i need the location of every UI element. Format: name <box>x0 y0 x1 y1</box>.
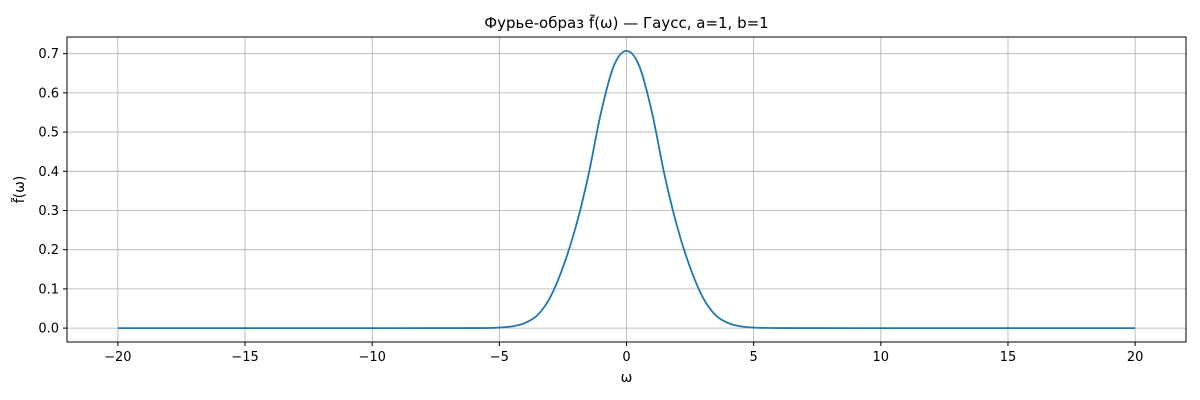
y-tick-label: 0.5 <box>38 126 59 141</box>
chart-title: Фурье-образ f̃(ω) — Гаусс, a=1, b=1 <box>484 13 768 32</box>
x-tick-label: −15 <box>231 350 258 365</box>
series-layer <box>117 49 1136 330</box>
x-tick-label: −10 <box>358 350 385 365</box>
y-tick-label: 0.4 <box>38 165 59 180</box>
x-tick-label: 20 <box>1127 350 1144 365</box>
y-axis-label: f̃(ω) <box>11 176 28 204</box>
y-tick-label: 0.3 <box>38 204 59 219</box>
y-axis: 0.0 0.1 0.2 0.3 0.4 0.5 0.6 0.7 <box>38 47 67 337</box>
x-axis-label: ω <box>621 370 633 386</box>
grid <box>67 37 1186 342</box>
x-tick-label: 10 <box>873 350 890 365</box>
x-tick-label: 15 <box>1000 350 1017 365</box>
x-tick-label: −5 <box>490 350 509 365</box>
x-tick-label: 0 <box>622 350 630 365</box>
y-tick-label: 0.1 <box>38 282 59 297</box>
y-tick-label: 0.7 <box>38 47 59 62</box>
y-tick-label: 0.6 <box>38 86 59 101</box>
series-line <box>117 49 1136 330</box>
x-axis: −20 −15 −10 −5 0 5 10 15 20 <box>104 342 1143 365</box>
y-tick-label: 0.0 <box>38 322 59 337</box>
x-tick-label: −20 <box>104 350 131 365</box>
y-tick-label: 0.2 <box>38 243 59 258</box>
x-tick-label: 5 <box>750 350 758 365</box>
